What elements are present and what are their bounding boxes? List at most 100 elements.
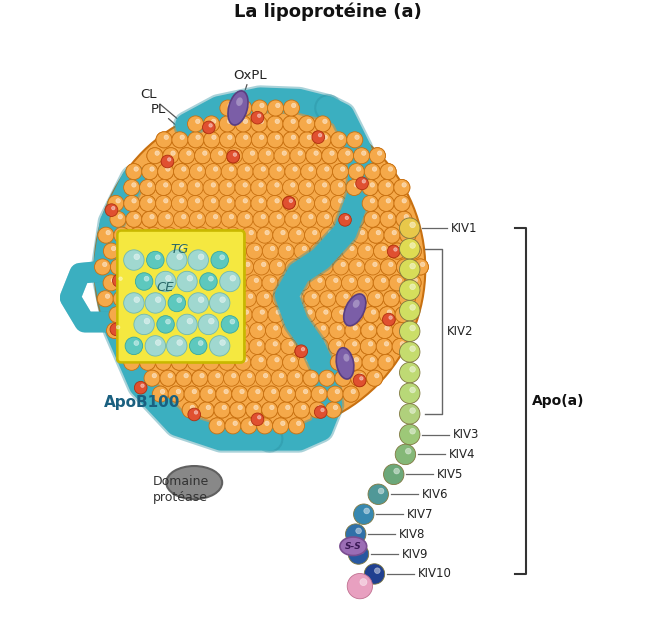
Circle shape: [200, 386, 216, 402]
Circle shape: [123, 354, 140, 371]
Circle shape: [119, 275, 135, 291]
Circle shape: [293, 402, 310, 418]
Circle shape: [179, 183, 184, 187]
Circle shape: [370, 198, 375, 203]
Circle shape: [166, 167, 170, 171]
Circle shape: [121, 294, 126, 298]
Circle shape: [195, 119, 200, 124]
Circle shape: [221, 212, 237, 227]
Circle shape: [350, 278, 354, 283]
Circle shape: [291, 119, 295, 124]
Circle shape: [373, 167, 377, 171]
Circle shape: [407, 294, 412, 298]
Circle shape: [333, 405, 338, 410]
Circle shape: [167, 158, 171, 161]
Circle shape: [368, 227, 384, 243]
Circle shape: [186, 323, 202, 339]
Circle shape: [300, 163, 317, 180]
Circle shape: [159, 278, 163, 283]
Circle shape: [134, 167, 138, 171]
Circle shape: [224, 389, 228, 394]
Circle shape: [245, 215, 249, 219]
Circle shape: [103, 275, 119, 291]
Circle shape: [228, 135, 232, 140]
Circle shape: [236, 116, 251, 132]
Circle shape: [228, 119, 232, 124]
Circle shape: [177, 254, 182, 260]
Circle shape: [212, 135, 216, 140]
Circle shape: [321, 408, 324, 412]
Circle shape: [378, 354, 394, 371]
Circle shape: [198, 341, 203, 346]
Circle shape: [188, 116, 203, 132]
Circle shape: [145, 336, 165, 356]
Circle shape: [197, 215, 202, 219]
Ellipse shape: [337, 348, 354, 379]
Circle shape: [209, 418, 225, 434]
Circle shape: [346, 354, 362, 371]
Circle shape: [303, 370, 319, 386]
Circle shape: [237, 163, 253, 180]
Circle shape: [321, 341, 325, 346]
Circle shape: [249, 421, 253, 426]
Circle shape: [122, 338, 138, 354]
Circle shape: [251, 111, 264, 124]
Circle shape: [271, 370, 287, 386]
Circle shape: [140, 354, 155, 371]
Circle shape: [203, 121, 215, 134]
Circle shape: [291, 119, 295, 124]
Circle shape: [224, 291, 241, 307]
Circle shape: [148, 198, 152, 203]
Text: TG: TG: [171, 243, 189, 256]
Circle shape: [236, 132, 251, 148]
Circle shape: [124, 195, 140, 212]
Circle shape: [155, 354, 171, 371]
Circle shape: [302, 246, 306, 251]
Circle shape: [205, 212, 221, 227]
Circle shape: [383, 291, 400, 307]
Circle shape: [375, 294, 380, 298]
Circle shape: [164, 135, 169, 140]
Circle shape: [319, 370, 335, 386]
Circle shape: [145, 293, 165, 313]
Circle shape: [211, 294, 228, 312]
Circle shape: [272, 291, 288, 307]
Circle shape: [382, 246, 386, 251]
Circle shape: [259, 183, 263, 187]
Circle shape: [334, 278, 338, 283]
Circle shape: [214, 402, 230, 418]
Circle shape: [394, 468, 400, 474]
Circle shape: [216, 386, 232, 402]
Circle shape: [119, 277, 123, 280]
Circle shape: [243, 119, 248, 124]
Circle shape: [265, 338, 281, 354]
Circle shape: [243, 183, 247, 187]
Circle shape: [237, 259, 254, 275]
Circle shape: [260, 103, 264, 108]
Circle shape: [124, 195, 140, 212]
Circle shape: [150, 167, 154, 171]
Circle shape: [144, 276, 149, 281]
Circle shape: [367, 370, 382, 386]
Circle shape: [283, 132, 299, 148]
Circle shape: [310, 402, 325, 418]
Circle shape: [239, 246, 243, 251]
Circle shape: [249, 338, 265, 354]
Circle shape: [287, 389, 292, 394]
Circle shape: [173, 243, 186, 255]
Circle shape: [132, 198, 136, 203]
Circle shape: [398, 246, 402, 251]
Circle shape: [338, 358, 343, 362]
Circle shape: [274, 148, 290, 163]
Circle shape: [266, 151, 271, 155]
Circle shape: [259, 198, 264, 203]
Circle shape: [257, 416, 261, 419]
Circle shape: [330, 354, 346, 371]
Circle shape: [228, 119, 232, 124]
Circle shape: [375, 373, 379, 378]
Circle shape: [234, 323, 250, 339]
Circle shape: [272, 389, 276, 394]
Circle shape: [303, 389, 308, 394]
Circle shape: [407, 294, 412, 298]
Circle shape: [354, 148, 369, 163]
